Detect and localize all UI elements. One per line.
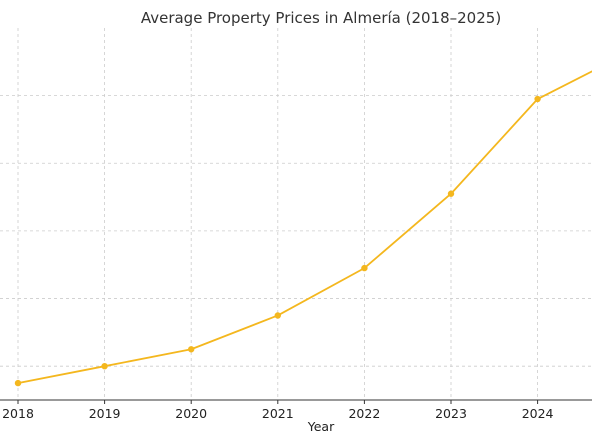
x-tick-label: 2022 (348, 406, 380, 421)
series-layer (14, 70, 592, 387)
data-point (447, 190, 455, 197)
data-point (188, 346, 195, 353)
data-point (274, 312, 281, 319)
chart-title: Average Property Prices in Almería (2018… (141, 9, 501, 27)
x-tick-labels: 2018 2019 2020 2021 2022 2023 2024 (2, 400, 554, 421)
series-line (17, 70, 592, 384)
data-point (14, 379, 22, 387)
x-tick-label: 2020 (175, 406, 207, 421)
x-tick-label: 2023 (435, 406, 467, 421)
data-point (101, 362, 108, 370)
data-point (361, 264, 368, 272)
x-axis-label: Year (307, 419, 335, 434)
x-tick-label: 2018 (2, 406, 34, 421)
x-tick-label: 2019 (89, 406, 121, 421)
data-point (534, 95, 541, 103)
grid (0, 28, 592, 400)
x-tick-label: 2024 (522, 406, 554, 421)
x-tick-label: 2021 (262, 406, 294, 421)
